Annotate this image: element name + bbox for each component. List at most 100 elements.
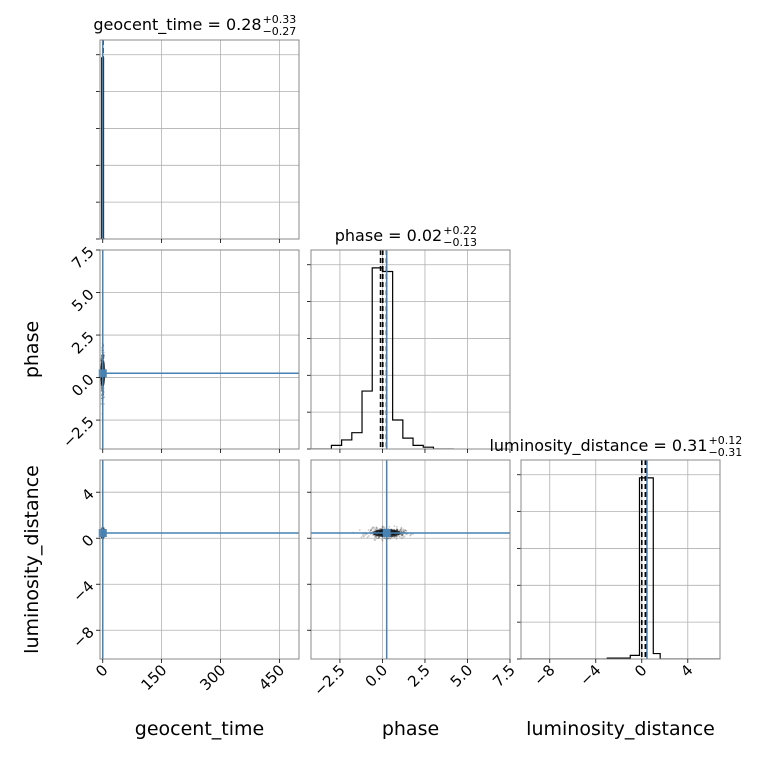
y-tick-label: 5.0 (68, 285, 98, 315)
scatter-point (389, 538, 391, 540)
scatter-point (399, 529, 402, 532)
scatter-point (369, 529, 372, 532)
x-tick-label: −8 (530, 661, 558, 689)
x-tick-label: −4 (576, 661, 604, 689)
panel-frame (99, 249, 300, 450)
title-lower-error: −0.13 (443, 236, 477, 249)
scatter-point (383, 526, 386, 529)
scatter-point (370, 529, 372, 532)
scatter-point (387, 537, 390, 540)
scatter-point (402, 530, 405, 533)
scatter-point (375, 526, 378, 529)
y-tick-label: −8 (69, 623, 97, 651)
scatter-point (380, 527, 383, 530)
scatter-point (377, 537, 380, 539)
scatter-point (100, 402, 103, 405)
scatter-point (401, 534, 404, 536)
x-axis-label: geocent_time (135, 718, 264, 740)
panel-title: luminosity_distance = 0.31 (489, 436, 707, 456)
scatter-point (372, 534, 375, 537)
y-tick-label: 2.5 (68, 328, 98, 358)
panel-geocent_time-vs-phase: −2.5 0.0 2.5 5.0 7.5 (59, 243, 300, 453)
scatter-point (381, 525, 384, 528)
scatter-point (403, 529, 406, 532)
x-tick-label: 0 (92, 661, 111, 680)
scatter-point (375, 528, 377, 531)
scatter-point (375, 535, 377, 538)
scatter-point (373, 535, 376, 538)
panel-frame (310, 459, 511, 660)
scatter-point (401, 534, 403, 536)
scatter-point (402, 536, 405, 539)
scatter-point (400, 534, 403, 537)
scatter-point (370, 528, 373, 531)
scatter-point (371, 527, 374, 530)
scatter-point (396, 528, 398, 531)
x-axis-label: luminosity_distance (526, 718, 715, 740)
scatter-point (373, 538, 376, 541)
panel-frame (99, 39, 300, 240)
scatter-point (371, 526, 374, 529)
scatter-point (401, 533, 404, 536)
scatter-point (367, 529, 370, 531)
scatter-point (361, 534, 364, 537)
panel-luminosity_distance-hist: −8 −4 0 4 (517, 459, 721, 689)
title-upper-error: +0.33 (263, 13, 297, 26)
scatter-point (362, 533, 364, 536)
scatter-point (402, 530, 405, 532)
scatter-point (381, 539, 384, 542)
scatter-point (400, 533, 403, 536)
x-tick-label: 2.5 (404, 661, 434, 691)
scatter-point (373, 527, 376, 529)
scatter-point (396, 525, 398, 528)
scatter-point (390, 536, 393, 539)
scatter-point (370, 529, 372, 532)
scatter-point (382, 537, 385, 540)
scatter-point (103, 396, 106, 398)
scatter-point (374, 528, 377, 530)
scatter-point (103, 351, 105, 354)
scatter-point (393, 525, 396, 527)
x-tick-label: 4 (677, 661, 696, 680)
scatter-point (404, 529, 407, 532)
scatter-point (388, 536, 391, 539)
scatter-point (395, 528, 398, 531)
scatter-point (382, 526, 384, 529)
scatter-point (103, 527, 105, 530)
title-luminosity_distance: luminosity_distance = 0.31 +0.12−0.31 (489, 434, 742, 459)
scatter-point (375, 537, 378, 540)
panel-geocent_time-hist (96, 39, 300, 243)
scatter-point (393, 536, 396, 539)
scatter-point (372, 526, 375, 528)
scatter-point (395, 538, 398, 540)
scatter-point (400, 527, 403, 530)
scatter-point (364, 534, 366, 537)
panel-title: geocent_time = 0.28 (93, 15, 261, 35)
panel-frame (520, 459, 721, 660)
scatter-point (400, 537, 403, 540)
x-tick-label: 300 (196, 661, 229, 694)
title-lower-error: −0.27 (263, 25, 297, 38)
scatter-point (400, 530, 403, 533)
panel-title: phase = 0.02 (335, 226, 442, 245)
x-tick-label: 0.0 (362, 661, 392, 691)
scatter-point (100, 357, 103, 360)
scatter-point (395, 535, 398, 538)
x-tick-label: 5.0 (447, 661, 477, 691)
y-tick-label: 0 (78, 531, 97, 550)
scatter-point (399, 528, 402, 531)
histogram-step (521, 477, 720, 659)
scatter-point (368, 530, 371, 533)
scatter-point (377, 537, 380, 540)
panel-geocent_time-vs-luminosity_distance: 0 150 300 450 −8 −4 0 4 (69, 459, 300, 694)
scatter-point (409, 534, 411, 537)
scatter-point (358, 529, 361, 531)
scatter-point (383, 537, 386, 540)
y-tick-label: 4 (78, 485, 97, 504)
scatter-point (103, 402, 105, 405)
y-axis-label: phase (21, 321, 43, 378)
scatter-point (376, 526, 378, 529)
y-tick-label: 7.5 (68, 243, 98, 273)
scatter-point (396, 528, 398, 531)
y-tick-label: 0.0 (68, 370, 98, 400)
